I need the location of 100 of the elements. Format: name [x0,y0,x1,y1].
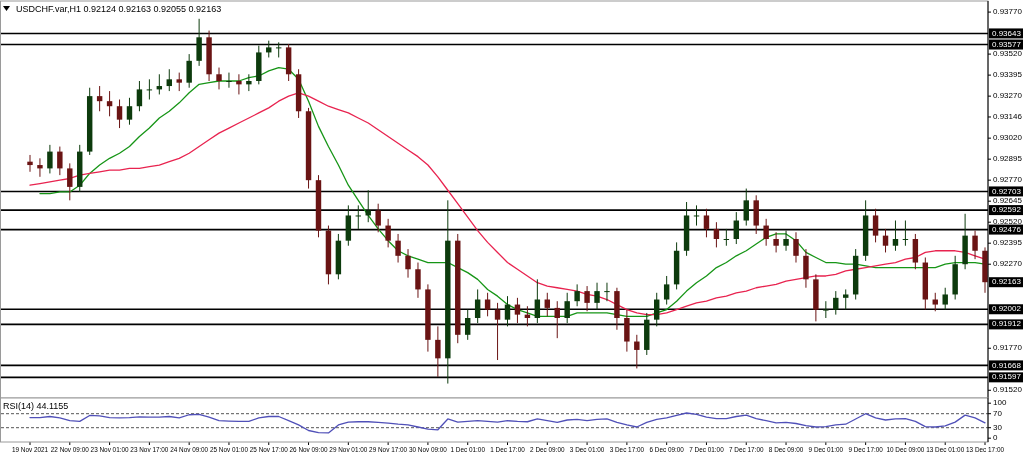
x-tick-label: 10 Dec 09:00 [886,444,925,454]
candlestick [783,230,789,252]
candlestick [47,144,53,174]
candlestick [176,72,182,92]
x-tick-label: 24 Nov 09:00 [170,444,209,454]
candlestick [27,154,33,173]
x-tick-label: 7 Dec 01:00 [689,444,724,454]
x-tick-label: 25 Nov 17:00 [249,444,288,454]
x-tick-label: 9 Dec 01:00 [808,444,844,454]
ref-line-label: 0.91597 [992,372,1022,382]
candlestick [723,228,730,247]
y-tick-label: 0.92520 [993,217,1023,227]
candlestick [892,220,899,252]
candlestick [236,73,242,95]
y-tick-label: 30 [993,422,1003,432]
candlestick [693,204,700,227]
candlestick [435,325,441,378]
candlestick [733,211,740,245]
candlestick [275,41,282,58]
ref-line-label: 0.91912 [992,319,1022,329]
candlestick [634,334,640,369]
x-tick-label: 13 Dec 17:00 [965,444,1005,454]
y-tick-label: 0.92270 [993,259,1023,269]
candlestick [773,231,779,253]
candlestick [663,275,670,306]
candlestick [146,78,153,100]
candlestick [216,67,222,90]
x-tick-label: 3 Dec 17:00 [609,444,645,454]
candlestick [972,230,978,260]
ref-line-label: 0.92592 [992,205,1022,215]
y-tick-label: 0.92770 [993,175,1023,185]
candlestick [624,309,630,353]
x-tick-label: 1 Dec 17:00 [490,444,525,454]
x-tick-label: 29 Nov 01:00 [329,444,368,454]
x-tick-label: 30 Nov 09:00 [408,444,447,454]
y-tick-label: 0.91770 [993,343,1023,353]
ref-line-label: 0.92703 [992,186,1022,196]
y-tick-label: 0.91520 [993,385,1023,395]
y-tick-label: 0.92895 [993,154,1023,164]
candlestick [882,228,889,253]
candlestick [196,18,202,67]
chart-title: RSI(14) 44.1155 [3,401,69,411]
candlestick [375,203,381,233]
candlestick [395,233,401,264]
candlestick [415,262,421,299]
ref-line-label: 0.92476 [992,224,1022,234]
candlestick [186,53,192,89]
candlestick [803,248,809,289]
y-tick-label: 0.93020 [993,133,1023,143]
x-tick-label: 7 Dec 17:00 [729,444,764,454]
candlestick [654,292,660,327]
x-tick-label: 1 Dec 01:00 [450,444,485,454]
candlestick [763,218,769,247]
y-tick-label: 0.93520 [993,49,1023,59]
candlestick [942,287,948,311]
candlestick [126,97,133,126]
candlestick [823,300,829,319]
candlestick [932,292,938,312]
y-tick-label: 100 [993,398,1007,408]
candlestick [484,292,491,317]
candlestick [703,208,710,238]
x-tick-label: 25 Nov 01:00 [209,444,248,454]
candlestick [106,90,113,117]
candlestick [67,162,73,201]
x-tick-label: 2 Dec 09:00 [530,444,565,454]
candlestick [902,220,909,247]
x-tick-label: 23 Nov 17:00 [130,444,169,454]
x-tick-label: 23 Nov 01:00 [90,444,129,454]
candlestick [474,288,481,324]
candlestick [912,233,919,270]
y-tick-label: 0.93770 [993,7,1023,17]
y-tick-label: 0.92395 [993,238,1023,248]
ref-line-label: 0.93643 [992,28,1022,38]
x-tick-label: 26 Nov 09:00 [289,444,328,454]
candlestick [604,282,610,302]
x-tick-label: 19 Nov 2021 [11,444,49,454]
candlestick [385,218,391,248]
candlestick [355,204,361,230]
x-tick-label: 9 Dec 17:00 [848,444,883,454]
candlestick [494,302,501,361]
candlestick [504,295,511,327]
candlestick [594,282,600,311]
candlestick [584,285,590,312]
x-tick-label: 8 Dec 09:00 [768,444,804,454]
candlestick [514,297,521,324]
ref-line-label: 0.91668 [992,360,1022,370]
x-tick-label: 13 Dec 01:00 [926,444,965,454]
candlestick [713,221,720,248]
candlestick [57,146,63,176]
y-tick-label: 0.92645 [993,196,1023,206]
candlestick [37,157,43,178]
candlestick [136,80,143,112]
text: 0.92163 [992,277,1022,287]
y-tick-label: 70 [993,408,1003,418]
candlestick [365,189,371,223]
candlestick [793,231,799,264]
candlestick [872,208,879,243]
candlestick [554,300,560,339]
y-tick-label: 0.93395 [993,70,1023,80]
candlestick [743,188,749,227]
